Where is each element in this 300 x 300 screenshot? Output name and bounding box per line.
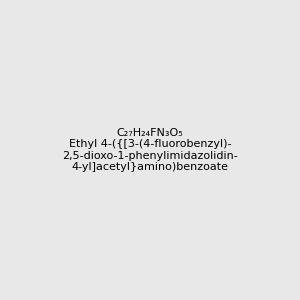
- Text: C₂₇H₂₄FN₃O₅
Ethyl 4-({[3-(4-fluorobenzyl)-
2,5-dioxo-1-phenylimidazolidin-
4-yl]: C₂₇H₂₄FN₃O₅ Ethyl 4-({[3-(4-fluorobenzyl…: [62, 128, 238, 172]
